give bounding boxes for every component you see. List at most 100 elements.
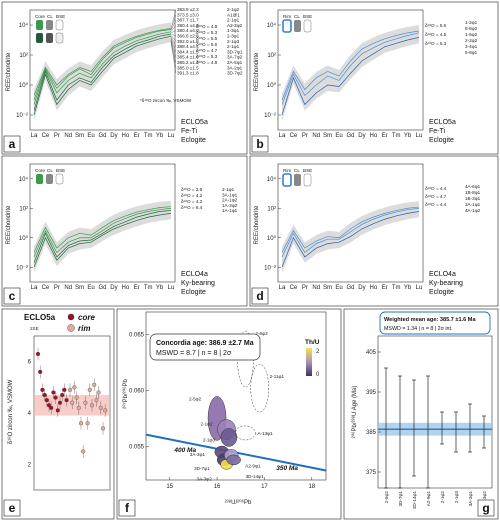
panel-a-ylabel: REE/chondrite: [6, 52, 12, 91]
panel-f-ytick-label: 0.055: [129, 444, 145, 450]
panel-f-plot-area: [145, 311, 327, 481]
thu-colorbar: [306, 348, 312, 376]
panel-d-xtick-label: Sm: [323, 285, 332, 291]
spot-label: 3A-1φ1: [222, 192, 238, 197]
panel-a-y-ticks: 10⁴ 10² 10⁰ 10⁻²: [16, 22, 33, 119]
panel-b-xtick-label: Dy: [358, 133, 365, 139]
panel-a-xtick-label: Dy: [110, 133, 117, 139]
age-connector: [170, 36, 177, 47]
panel-e-ytick-label: 6: [28, 360, 32, 366]
o-isotope-label: δ¹⁸O = 4.4: [425, 202, 447, 207]
age-label: 385.0 ±1.5: [177, 65, 199, 70]
panel-b-rock-2: Eclogite: [429, 137, 454, 144]
o-isotope-label: δ¹⁸O = 6.4: [181, 205, 203, 210]
zircon-rim-icon: [282, 19, 292, 33]
spot-label: 1A-1φ1: [222, 208, 238, 213]
panel-b-letter-box: [251, 135, 269, 153]
panel-d-plot-area: [277, 163, 424, 283]
o-isotope-label: δ¹⁸O = 4.5: [425, 32, 447, 37]
concordia-age-text: Concordia age: 386.9 ±2.7 Ma: [156, 340, 254, 347]
panel-a-xtick-label: Eu: [87, 133, 94, 139]
panel-c-xtick-label: Tm: [144, 285, 153, 291]
legend-cl-label: CL: [47, 14, 53, 19]
rim-point: [96, 390, 101, 395]
age-label: 383.9 ±2.3: [177, 7, 199, 12]
panel-b-xtick-label: Yb: [404, 133, 412, 139]
o-isotope-label: δ¹⁸O = 4.3: [181, 199, 203, 204]
age-connector: [170, 42, 177, 74]
spot-label: 2A-5φ1: [227, 60, 243, 65]
spot-label: 3A-1φ1: [465, 202, 481, 207]
spot-label: A2-3φ2: [227, 23, 243, 28]
o-isotope-label: δ¹⁸O = 4.2: [181, 193, 203, 198]
spot-label: 3A-2φ1: [227, 65, 243, 70]
age-connector: [170, 39, 177, 63]
panel-a-xtick-label: Ce: [42, 133, 50, 139]
legend-core-label: Core: [35, 14, 45, 19]
panel-g-letter-box: [477, 499, 495, 517]
panel-b-xtick-label: Tm: [392, 133, 401, 139]
age-label: 391.3 ±1.8: [177, 71, 199, 76]
panel-d-x-ticks: La Ce Pr Nd Sm Eu Gd Dy Ho Er Tm Yb Lu: [279, 285, 423, 291]
panel-d-ree-lines: [281, 206, 420, 268]
age-label: 373.5 ±3.0: [177, 12, 199, 17]
panel-b-y-ticks: 10⁴ 10² 10⁰ 10⁻²: [264, 22, 281, 119]
panel-d-letter: d: [256, 289, 263, 303]
panel-d-xtick-label: Ho: [369, 285, 377, 291]
panel-c-range-band: [34, 200, 171, 274]
core-point: [49, 405, 54, 410]
panel-c-ylabel: REE/chondrite: [6, 205, 12, 244]
legend-cl-label-d: CL: [294, 168, 300, 173]
panel-c-letter: c: [9, 289, 16, 303]
panel-b-xtick-label: Ho: [369, 133, 377, 139]
legend-core-marker: [67, 313, 75, 321]
panel-b-ytick-label: 10⁰: [267, 82, 277, 89]
concordia-info-box: [149, 333, 261, 361]
panel-b-ylabel: REE/chondrite: [254, 52, 260, 91]
panel-c-rock-2: Eclogite: [181, 289, 206, 296]
panel-c: La Ce Pr Nd Sm Eu Gd Dy Ho Er Tm Yb Lu 10⁴ 10² 10⁰ 10⁻²…: [1, 155, 248, 307]
panel-c-ytick-label: 10⁻²: [16, 265, 28, 271]
rim-point: [100, 426, 106, 431]
panel-d-ylabel: REE/chondrite: [254, 205, 260, 244]
panel-b-xtick-label: Eu: [335, 133, 342, 139]
panel-c-xtick-label: Dy: [110, 285, 117, 291]
panel-c-y-ticks: 10⁴ 10² 10⁰ 10⁻²: [16, 176, 33, 271]
spot-label: 1-3φ1: [227, 28, 240, 33]
thu-tick-max: 2: [316, 349, 320, 355]
panel-a-ytick-label: 10⁻²: [16, 113, 28, 119]
spot-label: 2-1φ2: [227, 7, 240, 12]
o-isotope-label: δ¹⁸O = 5.3: [196, 30, 218, 35]
panel-c-xtick-label: Pr: [54, 285, 60, 291]
rim-point: [76, 405, 81, 410]
panel-g-y-ticks: 405 395 385 375: [366, 350, 381, 476]
panel-b-xtick-label: Ce: [290, 133, 298, 139]
panel-c-xtick-label: Sm: [75, 285, 84, 291]
panel-d-ree-line: [281, 207, 420, 258]
panel-c-ytick-label: 10²: [19, 206, 28, 212]
panel-a-xtick-label: Sm: [75, 133, 84, 139]
panel-a-xtick-label: La: [31, 133, 38, 139]
o-isotope-label: δ¹⁸O = 5.6: [196, 42, 218, 47]
panel-g-spot-label: 2-1φ3: [454, 491, 459, 504]
panel-c-ree-lines: [33, 206, 172, 268]
panel-b-ree-line: [281, 32, 420, 105]
panel-c-xtick-label: Gd: [98, 285, 106, 291]
panel-g-spot-label: 2-1φ2: [440, 491, 445, 504]
core-point: [53, 395, 58, 400]
weighted-mean-subtitle: MSWD = 1.34 | n = 8 | 2σ int.: [384, 326, 452, 332]
panel-g-spot-label: A2-9φ1: [426, 491, 431, 507]
panel-c-xtick-label: Yb: [156, 285, 164, 291]
panel-d-ytick-label: 10²: [267, 206, 276, 212]
ellipse-spot-label: 3A-3φ1: [190, 452, 206, 457]
panel-b-ree-line: [281, 37, 420, 116]
age-label: 387.7 ±1.7: [177, 18, 199, 23]
panel-c-sample: ECLO4a: [181, 271, 208, 278]
zircon-cl-icon-d: [294, 174, 301, 186]
panel-d-ree-line: [281, 206, 420, 253]
panel-a-ytick-label: 10⁴: [19, 22, 29, 29]
panel-g-spot-label: 3D-14φ1: [412, 491, 417, 509]
rim-point: [85, 421, 90, 426]
